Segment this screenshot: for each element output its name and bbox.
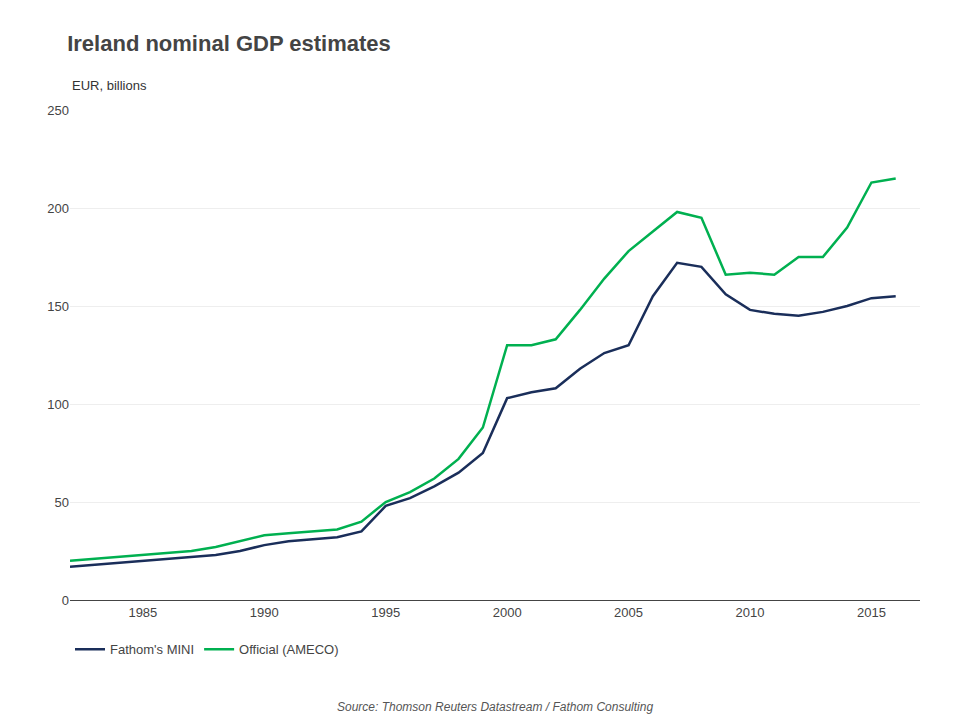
svg-text:2005: 2005 xyxy=(614,605,643,620)
svg-text:150: 150 xyxy=(47,299,69,314)
svg-text:2000: 2000 xyxy=(493,605,522,620)
svg-text:250: 250 xyxy=(47,103,69,118)
svg-text:EUR, billions: EUR, billions xyxy=(72,78,147,93)
svg-text:1995: 1995 xyxy=(371,605,400,620)
svg-text:Ireland nominal GDP estimates: Ireland nominal GDP estimates xyxy=(67,31,391,56)
svg-text:Official (AMECO): Official (AMECO) xyxy=(239,642,338,657)
svg-text:200: 200 xyxy=(47,201,69,216)
svg-text:1990: 1990 xyxy=(250,605,279,620)
svg-text:50: 50 xyxy=(55,495,69,510)
svg-text:Source: Thomson Reuters Datast: Source: Thomson Reuters Datastream / Fat… xyxy=(337,700,653,714)
svg-text:2010: 2010 xyxy=(736,605,765,620)
svg-text:1985: 1985 xyxy=(128,605,157,620)
svg-text:Fathom's MINI: Fathom's MINI xyxy=(110,642,194,657)
svg-text:0: 0 xyxy=(62,593,69,608)
svg-text:2015: 2015 xyxy=(857,605,886,620)
svg-text:100: 100 xyxy=(47,397,69,412)
